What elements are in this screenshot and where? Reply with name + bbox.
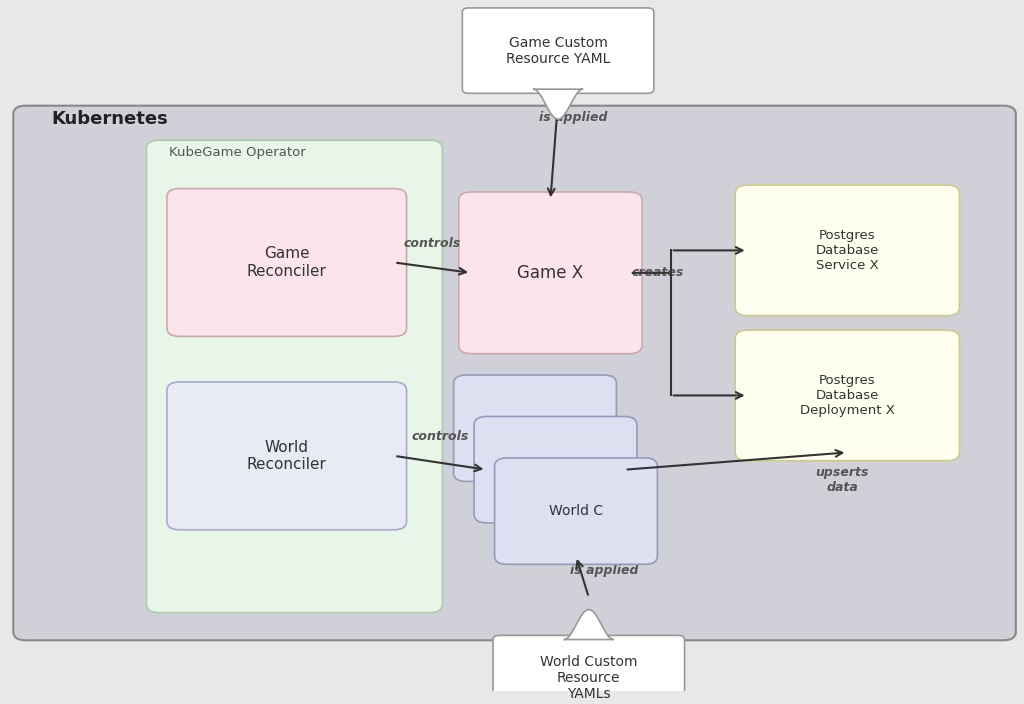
Text: Postgres
Database
Service X: Postgres Database Service X [816, 229, 879, 272]
Text: is applied: is applied [570, 564, 638, 577]
Text: World
Reconciler: World Reconciler [247, 440, 327, 472]
Text: Kubernetes: Kubernetes [51, 110, 168, 128]
Text: is applied: is applied [540, 111, 607, 123]
FancyBboxPatch shape [474, 417, 637, 523]
Text: World Custom
Resource
YAMLs: World Custom Resource YAMLs [540, 655, 638, 701]
FancyBboxPatch shape [459, 192, 642, 353]
Text: World B: World B [528, 463, 583, 477]
Text: KubeGame Operator: KubeGame Operator [169, 146, 306, 159]
FancyBboxPatch shape [167, 382, 407, 530]
FancyBboxPatch shape [146, 140, 442, 612]
Text: World A: World A [508, 421, 562, 435]
Text: upserts
data: upserts data [815, 466, 869, 494]
Text: Postgres
Database
Deployment X: Postgres Database Deployment X [800, 374, 895, 417]
Text: Game Custom
Resource YAML: Game Custom Resource YAML [506, 35, 610, 65]
FancyBboxPatch shape [735, 330, 959, 460]
FancyBboxPatch shape [735, 185, 959, 315]
Text: controls: controls [403, 237, 462, 250]
FancyBboxPatch shape [167, 189, 407, 337]
Text: World C: World C [549, 504, 603, 518]
Text: controls: controls [412, 430, 469, 444]
FancyBboxPatch shape [495, 458, 657, 565]
FancyBboxPatch shape [493, 636, 684, 704]
Text: Game X: Game X [517, 264, 584, 282]
Text: creates: creates [632, 266, 684, 279]
FancyBboxPatch shape [463, 8, 654, 94]
FancyBboxPatch shape [454, 375, 616, 482]
FancyBboxPatch shape [13, 106, 1016, 641]
Text: Game
Reconciler: Game Reconciler [247, 246, 327, 279]
Polygon shape [534, 89, 584, 119]
Polygon shape [563, 610, 613, 639]
